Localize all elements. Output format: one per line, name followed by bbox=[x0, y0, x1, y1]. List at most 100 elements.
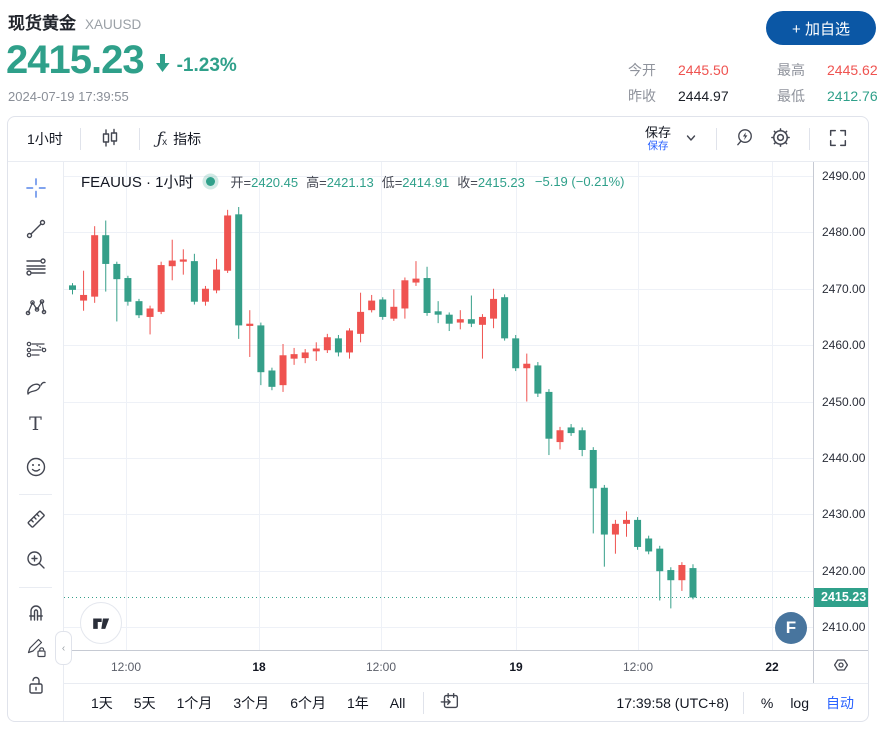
fullscreen-icon bbox=[827, 127, 849, 152]
legend-low-label: 低= bbox=[381, 175, 403, 190]
instrument-header: 现货黄金 XAUUSD bbox=[8, 9, 141, 34]
stat-value: 2445.62 bbox=[827, 62, 877, 78]
candle-body bbox=[290, 354, 298, 359]
trend-line-tool[interactable] bbox=[19, 212, 53, 246]
candle-body bbox=[91, 235, 99, 297]
candle-body bbox=[656, 548, 664, 572]
chevron-down-icon bbox=[683, 130, 699, 149]
percent-scale-button[interactable]: % bbox=[760, 694, 774, 711]
brush-tool[interactable] bbox=[19, 370, 53, 404]
candle-body bbox=[645, 538, 653, 552]
projection-tool[interactable] bbox=[19, 332, 53, 366]
x-axis-label: 12:00 bbox=[622, 660, 654, 674]
candle-body bbox=[346, 330, 353, 353]
bottom-toolbar: 1天 5天 1个月 3个月 6个月 1年 All bbox=[64, 683, 868, 721]
legend-change: −5.19 (−0.21%) bbox=[534, 174, 625, 189]
stat-value: 2444.97 bbox=[678, 88, 729, 104]
candlestick-plot[interactable] bbox=[64, 162, 813, 650]
toolbar-divider bbox=[809, 128, 810, 150]
range-6m-button[interactable]: 6个月 bbox=[290, 694, 326, 711]
auto-scale-button[interactable]: 自动 bbox=[826, 694, 854, 711]
candle-body bbox=[412, 278, 420, 283]
fullscreen-button[interactable] bbox=[821, 123, 855, 156]
candle-body bbox=[611, 523, 619, 535]
xabcd-pattern-tool[interactable] bbox=[19, 290, 53, 324]
hide-drawings-tool[interactable] bbox=[19, 712, 53, 721]
add-watchlist-button[interactable]: + 加自选 bbox=[766, 11, 876, 45]
last-price: 2415.23 bbox=[6, 38, 145, 82]
candle-body bbox=[523, 363, 531, 369]
magnet-tool[interactable] bbox=[19, 595, 53, 629]
save-button[interactable]: 保存 保存 bbox=[644, 124, 671, 153]
y-axis-label: 2460.00 bbox=[822, 338, 866, 353]
quote-timestamp: 2024-07-19 17:39:55 bbox=[8, 89, 129, 104]
toolbar-divider bbox=[423, 691, 425, 714]
stat-prev-close: 昨收 2444.97 bbox=[628, 87, 729, 105]
emoji-tool[interactable] bbox=[19, 450, 53, 484]
range-5d-button[interactable]: 5天 bbox=[133, 694, 156, 711]
y-axis-label: 2430.00 bbox=[822, 507, 866, 522]
candlestick-style-icon bbox=[98, 126, 122, 153]
range-all-button[interactable]: All bbox=[389, 694, 406, 711]
range-3m-button[interactable]: 3个月 bbox=[233, 694, 270, 711]
session-clock[interactable]: 17:39:58 (UTC+8) bbox=[616, 694, 729, 711]
candle-body bbox=[179, 259, 187, 262]
sidebar-collapse-handle[interactable]: ‹ bbox=[55, 631, 72, 665]
range-1y-button[interactable]: 1年 bbox=[346, 694, 369, 711]
stat-low: 最低 2412.76 bbox=[777, 87, 877, 105]
candle-body bbox=[456, 319, 464, 323]
candle-body bbox=[168, 260, 176, 267]
drawing-mode-lock-tool[interactable] bbox=[19, 630, 53, 664]
candle-body bbox=[235, 214, 243, 326]
drawing-toolbar: T bbox=[8, 162, 64, 721]
legend-open-label: 开= bbox=[230, 175, 252, 190]
goto-date-button[interactable] bbox=[436, 688, 464, 717]
instrument-name: 现货黄金 bbox=[8, 14, 76, 33]
measure-ruler-tool[interactable] bbox=[19, 502, 53, 536]
save-menu-chevron[interactable] bbox=[677, 126, 705, 153]
y-axis-label: 2480.00 bbox=[822, 225, 866, 240]
candle-body bbox=[334, 338, 342, 353]
legend-high-label: 高= bbox=[306, 175, 327, 190]
toolbar-divider bbox=[138, 128, 140, 150]
candle-body bbox=[556, 430, 564, 443]
text-tool[interactable]: T bbox=[29, 412, 42, 435]
candle-body bbox=[312, 348, 320, 352]
x-axis-label: 12:00 bbox=[365, 660, 397, 674]
candle-body bbox=[357, 311, 365, 334]
candle-body bbox=[467, 319, 475, 324]
range-1d-button[interactable]: 1天 bbox=[91, 694, 113, 711]
axis-settings-corner[interactable] bbox=[813, 651, 868, 683]
legend-close-label: 收= bbox=[457, 175, 478, 190]
zoom-in-tool[interactable] bbox=[19, 543, 53, 577]
candle-body bbox=[501, 297, 509, 339]
time-axis[interactable]: 12:00 18 12:00 19 12:00 22 bbox=[64, 651, 813, 683]
price-axis[interactable]: 2415.23 2490.00 2480.00 2470.00 2460.00 2450… bbox=[813, 162, 868, 650]
fib-retracement-tool[interactable] bbox=[19, 250, 53, 284]
save-sub-label: 保存 bbox=[647, 140, 669, 153]
plot-row: FEAUUS · 1小时 开=2420.45 高=2421.13 低=2414.… bbox=[64, 162, 868, 650]
chart-style-button[interactable] bbox=[92, 122, 128, 157]
quick-scan-button[interactable] bbox=[728, 122, 763, 156]
candle-body bbox=[512, 338, 520, 369]
price-change-percent: -1.23% bbox=[176, 55, 237, 76]
interval-button[interactable]: 1小时 bbox=[21, 125, 69, 153]
candle-body bbox=[102, 235, 110, 264]
bottom-right-group: 17:39:58 (UTC+8) % log 自动 bbox=[616, 691, 854, 714]
toolbar-divider bbox=[716, 128, 717, 150]
lock-all-drawings-tool[interactable] bbox=[19, 668, 53, 702]
x-axis-label: 19 bbox=[509, 660, 523, 674]
log-scale-button[interactable]: log bbox=[790, 694, 809, 711]
candle-body bbox=[478, 316, 486, 325]
chart-main: FEAUUS · 1小时 开=2420.45 高=2421.13 低=2414.… bbox=[64, 162, 868, 721]
save-label: 保存 bbox=[644, 124, 671, 140]
candle-body bbox=[323, 337, 331, 351]
candle-body bbox=[69, 285, 76, 290]
crosshair-tool[interactable] bbox=[19, 171, 53, 205]
legend-high-value: 2421.13 bbox=[326, 175, 374, 190]
chart-settings-button[interactable] bbox=[763, 122, 798, 156]
chart-plot-area[interactable]: FEAUUS · 1小时 开=2420.45 高=2421.13 低=2414.… bbox=[64, 162, 813, 650]
range-1m-button[interactable]: 1个月 bbox=[176, 694, 213, 711]
